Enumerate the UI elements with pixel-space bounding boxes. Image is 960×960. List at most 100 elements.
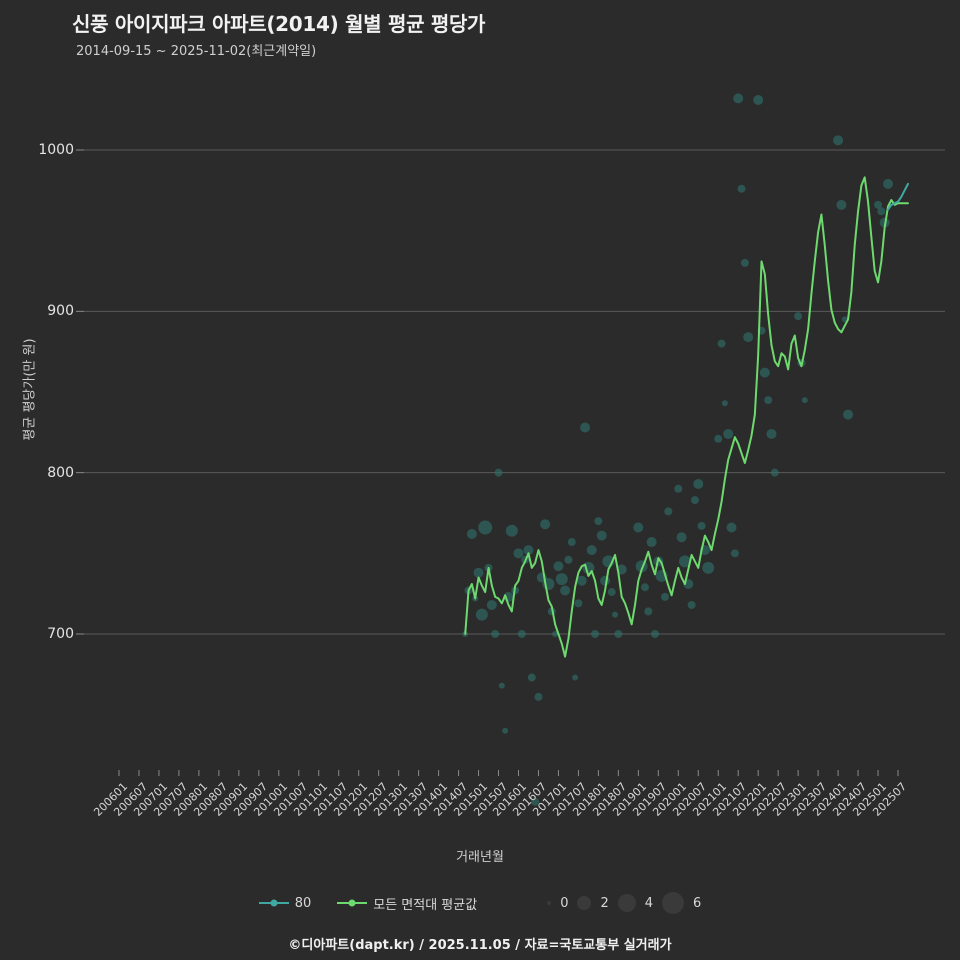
- legend-label: 80: [294, 895, 312, 911]
- size-legend-label: 0: [560, 895, 569, 911]
- legend-line-marker: [337, 902, 368, 904]
- scatter-point: [874, 200, 883, 209]
- scatter-point: [494, 468, 503, 477]
- y-axis-label: 평균 평당가(만 원): [22, 338, 38, 441]
- scatter-point: [766, 428, 777, 439]
- scatter-point: [676, 532, 687, 543]
- scatter-point: [640, 583, 649, 592]
- scatter-point: [660, 592, 669, 601]
- scatter-point: [687, 600, 696, 609]
- scatter-point: [633, 522, 644, 533]
- scatter-point: [801, 397, 808, 404]
- scatter-point: [743, 332, 754, 343]
- scatter-point: [714, 434, 723, 443]
- size-legend-label: 4: [644, 895, 654, 911]
- scatter-point: [576, 575, 587, 586]
- size-legend-dot: [662, 892, 685, 914]
- scatter-point: [466, 528, 477, 539]
- scatter-point: [877, 207, 886, 216]
- scatter-point: [572, 674, 579, 681]
- y-tick-label: 700: [47, 626, 74, 642]
- chart-legend: 80 모든 면적대 평균값 0 2 4 6: [0, 892, 960, 914]
- scatter-point: [505, 524, 518, 537]
- scatter-point: [491, 630, 500, 638]
- chart-title: 신풍 아이지파크 아파트(2014) 월별 평균 평당가: [72, 12, 486, 36]
- scatter-point: [552, 631, 559, 637]
- scatter-point: [733, 93, 744, 104]
- scatter-point: [555, 573, 568, 586]
- legend-label: 모든 면적대 평균값: [373, 897, 478, 913]
- scatter-point: [883, 178, 894, 189]
- scatter-point: [723, 428, 734, 439]
- series-line: [887, 182, 909, 211]
- scatter-point: [664, 507, 673, 516]
- scatter-point: [740, 258, 749, 267]
- series-line: [464, 176, 909, 658]
- scatter-point: [486, 599, 497, 610]
- scatter-point: [594, 517, 603, 526]
- scatter-point: [586, 545, 597, 556]
- scatter-point: [607, 588, 616, 597]
- scatter-point: [836, 199, 847, 210]
- scatter-point: [614, 630, 623, 638]
- scatter-point: [759, 367, 770, 378]
- scatter-point: [498, 682, 505, 689]
- scatter-point: [697, 521, 706, 530]
- scatter-point: [574, 599, 583, 608]
- scatter-point: [717, 339, 726, 348]
- scatter-point: [553, 561, 564, 572]
- chart-subtitle: 2014-09-15 ~ 2025-11-02(최근계약일): [76, 44, 317, 59]
- scatter-point: [650, 630, 659, 638]
- size-legend-label: 6: [693, 895, 702, 911]
- scatter-point: [678, 555, 691, 568]
- scatter-point: [753, 94, 764, 105]
- scatter-point: [721, 400, 728, 407]
- scatter-point: [527, 673, 536, 682]
- scatter-point: [693, 478, 704, 489]
- size-legend-label: 2: [600, 895, 609, 911]
- scatter-point: [591, 630, 600, 638]
- size-legend-dot: [547, 901, 552, 905]
- x-axis-label: 거래년월: [456, 850, 504, 865]
- scatter-point: [702, 561, 715, 574]
- scatter-point: [560, 585, 571, 596]
- scatter-point: [567, 538, 576, 547]
- scatter-point: [764, 396, 773, 405]
- scatter-point: [475, 608, 488, 621]
- scatter-point: [794, 312, 803, 321]
- scatter-point: [690, 496, 699, 505]
- footer-credit: ©디아파트(dapt.kr) / 2025.11.05 / 자료=국토교통부 실…: [288, 938, 672, 953]
- size-legend-dot: [577, 896, 592, 910]
- scatter-point: [833, 135, 844, 146]
- scatter-point: [730, 549, 739, 558]
- scatter-point: [540, 519, 551, 530]
- scatter-point: [517, 630, 526, 638]
- scatter-point: [473, 567, 484, 578]
- scatter-point: [513, 548, 524, 559]
- scatter-point: [737, 184, 746, 193]
- y-tick-label: 900: [47, 303, 74, 320]
- legend-line-marker: [258, 902, 289, 904]
- y-tick-label: 800: [47, 464, 74, 481]
- legend-item[interactable]: 80: [258, 895, 312, 911]
- scatter-point: [726, 522, 737, 533]
- scatter-point: [843, 409, 854, 420]
- y-tick-label: 1000: [38, 142, 74, 158]
- size-legend-dot: [617, 894, 636, 912]
- size-legend: 0 2 4 6: [547, 892, 701, 914]
- scatter-point: [770, 468, 779, 477]
- scatter-point: [674, 484, 683, 493]
- scatter-point: [531, 797, 540, 806]
- scatter-point: [564, 555, 573, 564]
- scatter-point: [534, 692, 543, 701]
- scatter-point: [580, 422, 591, 433]
- legend-item[interactable]: 모든 면적대 평균값: [337, 894, 477, 913]
- scatter-point: [644, 607, 653, 616]
- scatter-point: [612, 611, 619, 618]
- scatter-point: [502, 727, 509, 734]
- scatter-point: [596, 530, 607, 541]
- scatter-point: [523, 545, 534, 556]
- scatter-point: [478, 520, 493, 535]
